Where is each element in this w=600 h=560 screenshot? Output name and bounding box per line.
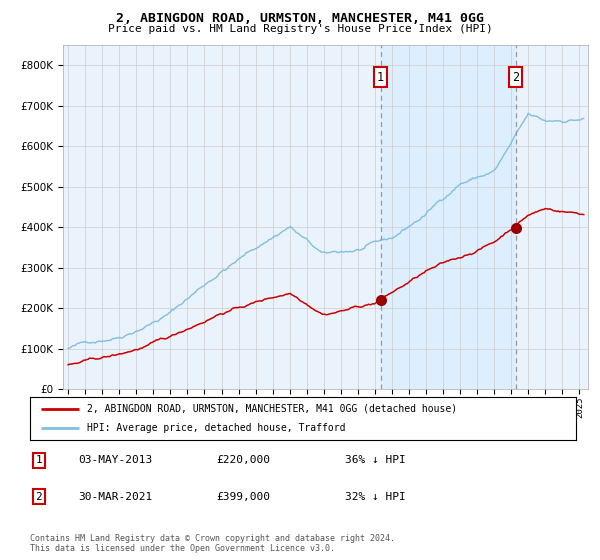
Text: £399,000: £399,000 [216,492,270,502]
Text: £220,000: £220,000 [216,455,270,465]
Text: 2: 2 [35,492,43,502]
Text: 2, ABINGDON ROAD, URMSTON, MANCHESTER, M41 0GG: 2, ABINGDON ROAD, URMSTON, MANCHESTER, M… [116,12,484,25]
Text: HPI: Average price, detached house, Trafford: HPI: Average price, detached house, Traf… [88,423,346,433]
Text: 1: 1 [35,455,43,465]
Text: 2, ABINGDON ROAD, URMSTON, MANCHESTER, M41 0GG (detached house): 2, ABINGDON ROAD, URMSTON, MANCHESTER, M… [88,404,457,413]
Bar [380,45,515,389]
Text: Price paid vs. HM Land Registry's House Price Index (HPI): Price paid vs. HM Land Registry's House … [107,24,493,34]
Text: 1: 1 [377,71,384,83]
Text: 03-MAY-2013: 03-MAY-2013 [78,455,152,465]
Text: 32% ↓ HPI: 32% ↓ HPI [345,492,406,502]
Text: 2: 2 [512,71,519,83]
Text: Contains HM Land Registry data © Crown copyright and database right 2024.
This d: Contains HM Land Registry data © Crown c… [30,534,395,553]
Text: 30-MAR-2021: 30-MAR-2021 [78,492,152,502]
Text: 36% ↓ HPI: 36% ↓ HPI [345,455,406,465]
